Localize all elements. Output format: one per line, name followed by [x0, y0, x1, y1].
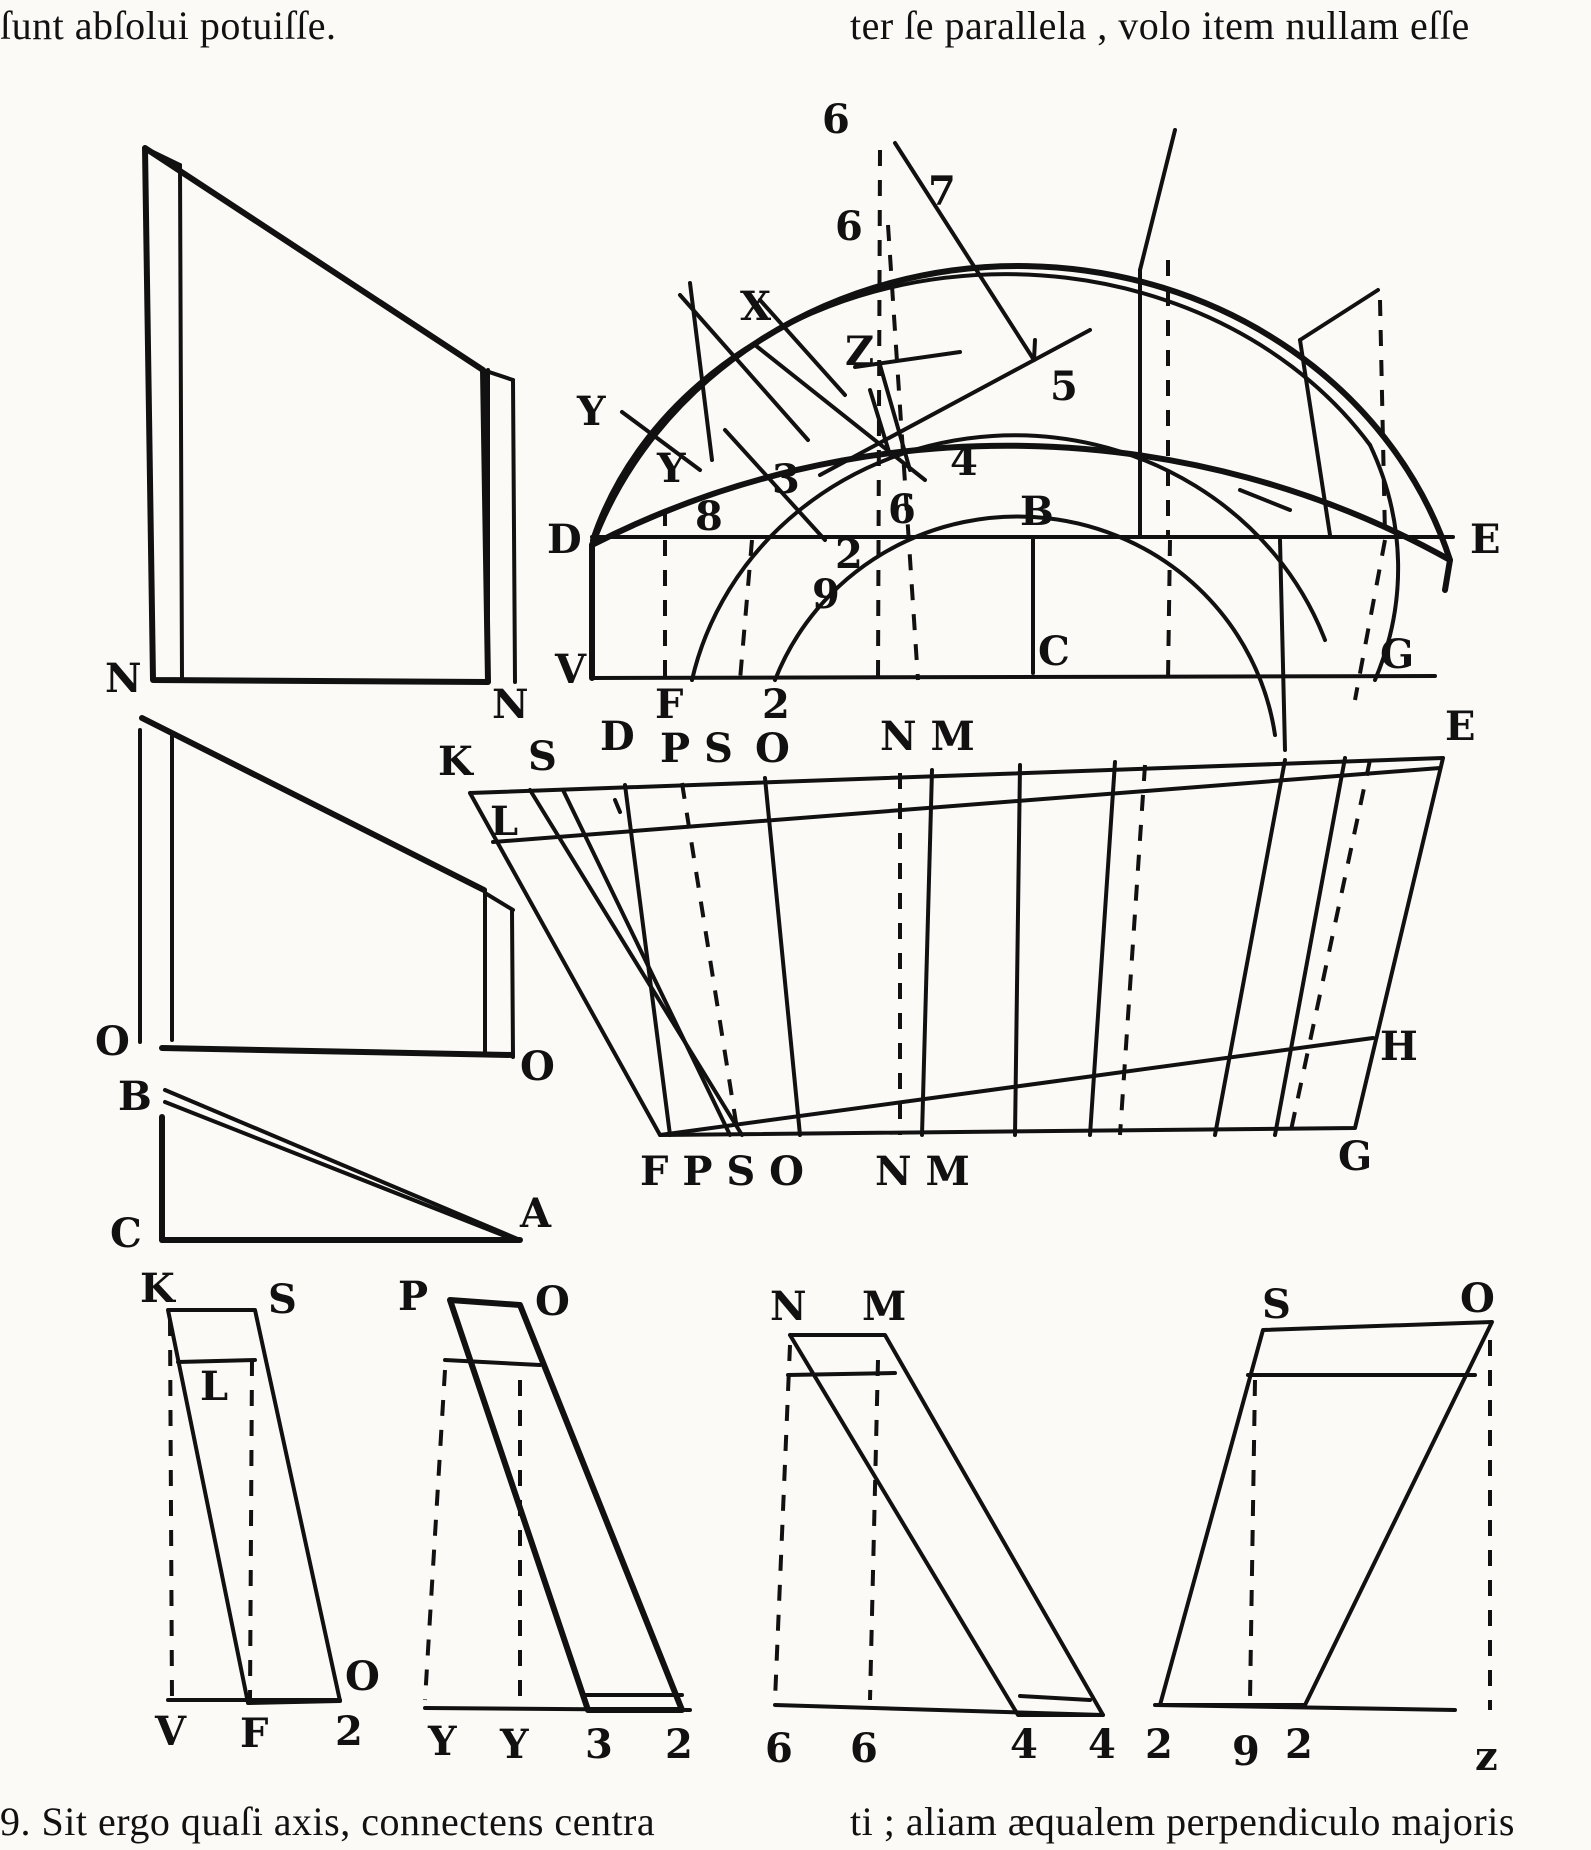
label-p4-s: S [1262, 1281, 1291, 1328]
running-text-top-left: ſunt abſolui potuiſſe. [0, 3, 337, 48]
label-p4-2b: 2 [1285, 1721, 1313, 1768]
label-arch-b: B [1020, 488, 1054, 535]
label-dev-nm: N M [880, 713, 975, 760]
figure-panel-2: P O Y Y 3 2 [398, 1273, 693, 1768]
figure-c-triangle: B C A [110, 1073, 552, 1257]
figure-panel-4: S O 2 9 2 z [1145, 1275, 1498, 1780]
label-p2-p: P [398, 1273, 428, 1320]
label-arch-g: G [1380, 631, 1414, 678]
label-n-right: N [492, 681, 529, 728]
label-p3-4a: 4 [1010, 1721, 1038, 1768]
label-p1-o: O [345, 1653, 380, 1700]
figure-panel-1: K S L O V F 2 [140, 1265, 380, 1757]
label-p2-2: 2 [665, 1721, 693, 1768]
label-p1-v: V [154, 1708, 187, 1755]
label-dev-fpso: F P S O [640, 1148, 804, 1195]
label-arch-base-2: 2 [762, 681, 790, 728]
running-text-top-right: ter ſe parallela , volo item nullam eſſe [850, 3, 1470, 48]
label-p1-k: K [140, 1265, 176, 1312]
label-p3-m: M [862, 1283, 906, 1330]
label-arch-7: 7 [928, 168, 956, 215]
label-arch-4: 4 [950, 438, 978, 485]
label-p1-l: L [200, 1363, 228, 1410]
label-p4-o: O [1460, 1275, 1495, 1322]
label-arch-inner-6: 6 [835, 203, 863, 250]
label-dev-ps: P S [660, 725, 733, 772]
label-arch-3: 3 [772, 456, 800, 503]
running-text-bottom-right: ti ; aliam æqualem perpendiculo majoris [850, 1799, 1515, 1844]
label-arch-2: 2 [835, 531, 863, 578]
label-c: C [110, 1210, 142, 1257]
label-p2-o: O [535, 1278, 570, 1325]
label-arch-f: F [655, 681, 683, 728]
figure-arch: 6 6 7 X Z Y Y 5 4 3 8 6 B D E 2 9 V C G … [547, 96, 1501, 752]
label-dev-e: E [1445, 703, 1476, 750]
label-dev-d: D [600, 713, 635, 760]
label-arch-x: X [740, 283, 771, 330]
label-dev-s: S [528, 733, 557, 780]
label-arch-9: 9 [812, 571, 840, 618]
label-dev-k: K [438, 738, 474, 785]
label-arch-d: D [547, 516, 582, 563]
label-dev-l: L [490, 798, 518, 845]
figure-panel-3: N M 6 6 4 4 [765, 1283, 1116, 1772]
label-p1-s: S [268, 1276, 297, 1323]
figure-developed-strip: K S D P S O N M E L H G F P S O N M [438, 703, 1476, 1195]
label-p2-y1: Y [427, 1718, 457, 1765]
label-arch-v: V [554, 646, 587, 693]
label-arch-z: Z [845, 328, 874, 375]
figure-b-shape: O O [95, 715, 555, 1090]
label-b: B [118, 1073, 152, 1120]
label-arch-8: 8 [695, 493, 723, 540]
label-arch-c: C [1038, 628, 1070, 675]
label-p2-y2: Y [499, 1721, 529, 1768]
label-p1-2: 2 [335, 1708, 363, 1755]
label-arch-y-inner: Y [656, 445, 686, 492]
label-arch-e: E [1470, 516, 1501, 563]
label-p2-3: 3 [585, 1721, 613, 1768]
figure-a-shape: N N [105, 145, 529, 728]
label-arch-5: 5 [1050, 363, 1078, 410]
label-p3-6a: 6 [765, 1725, 793, 1772]
label-n-left: N [105, 655, 142, 702]
label-dev-nm-bottom: N M [875, 1148, 970, 1195]
label-arch-top-6: 6 [822, 96, 850, 143]
label-arch-y-outer: Y [576, 388, 606, 435]
label-p4-9: 9 [1232, 1728, 1260, 1775]
label-o-right: O [520, 1043, 555, 1090]
label-arch-small-6: 6 [888, 486, 916, 533]
label-o-left: O [95, 1018, 130, 1065]
label-dev-o: O [755, 725, 790, 772]
label-dev-h: H [1380, 1023, 1418, 1070]
label-p4-z: z [1475, 1733, 1498, 1780]
label-a: A [519, 1190, 552, 1237]
label-p3-n: N [770, 1283, 807, 1330]
label-dev-g: G [1338, 1133, 1372, 1180]
label-p3-4b: 4 [1088, 1721, 1116, 1768]
label-p3-6b: 6 [850, 1725, 878, 1772]
label-p4-2a: 2 [1145, 1721, 1173, 1768]
label-p1-f: F [240, 1710, 268, 1757]
running-text-bottom-left: 9. Sit ergo quaſi axis, connectens centr… [0, 1799, 656, 1844]
